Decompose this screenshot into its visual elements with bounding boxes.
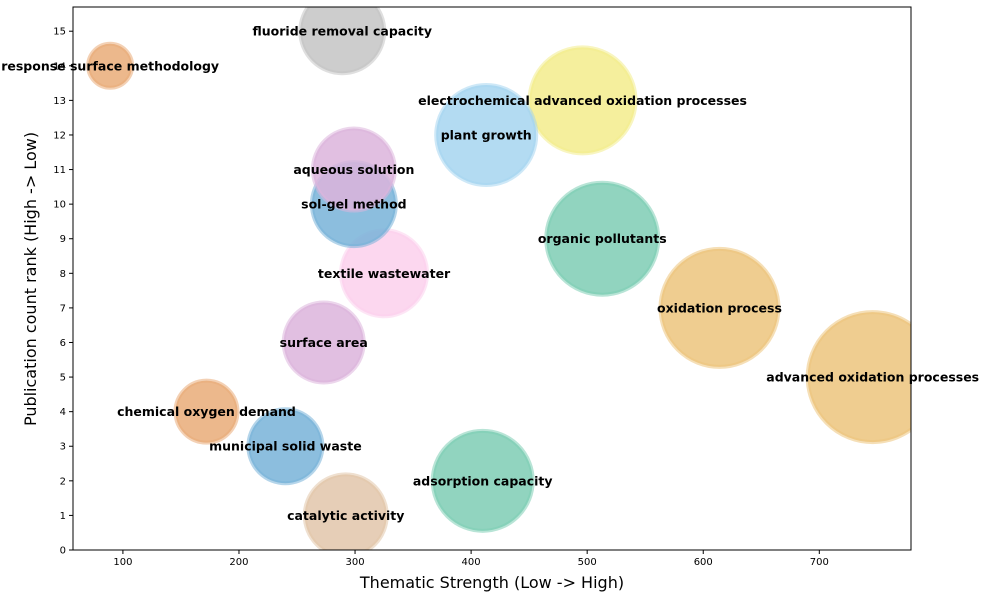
bubble-advanced-oxidation-processes [805, 310, 911, 445]
bubble-label-aqueous-solution: aqueous solution [293, 162, 414, 177]
bubble-electrochemical-advanced-oxidation-processes [527, 45, 638, 156]
bubble-label-fluoride-removal-capacity: fluoride removal capacity [253, 24, 433, 39]
bubble-fluoride-removal-capacity [298, 7, 387, 76]
bubble-label-catalytic-activity: catalytic activity [287, 508, 404, 523]
y-tick-label: 10 [53, 200, 66, 211]
x-tick-label: 400 [462, 557, 481, 568]
bubble-label-chemical-oxygen-demand: chemical oxygen demand [117, 404, 296, 419]
y-tick-label: 15 [53, 27, 66, 38]
bubble-adsorption-capacity [430, 428, 535, 533]
x-tick-label: 300 [345, 557, 364, 568]
bubble-label-organic-pollutants: organic pollutants [538, 231, 667, 246]
bubble-organic-pollutants [544, 180, 661, 297]
bubble-plant-growth [434, 82, 539, 187]
y-tick-label: 6 [60, 338, 66, 349]
y-tick-label: 12 [53, 130, 66, 141]
y-axis-label: Publication count rank (High -> Low) [21, 132, 40, 426]
y-tick-label: 4 [60, 407, 66, 418]
y-tick-label: 0 [60, 546, 66, 557]
bubble-label-sol-gel-method: sol-gel method [301, 197, 406, 212]
bubble-label-response-surface-methodology: response surface methodology [1, 58, 219, 73]
bubble-municipal-solid-waste [246, 407, 325, 486]
bubble-layer [86, 7, 911, 550]
x-tick-label: 200 [229, 557, 248, 568]
x-axis-ticks: 100 200 300 400 500 600 700 [113, 550, 829, 568]
bubble-response-surface-methodology [86, 41, 135, 90]
bubble-oxidation-process [658, 246, 781, 369]
x-tick-label: 100 [113, 557, 132, 568]
bubble-label-electrochemical-advanced-oxidation-processes: electrochemical advanced oxidation proce… [418, 93, 747, 108]
x-tick-label: 500 [578, 557, 597, 568]
bubble-catalytic-activity [302, 472, 389, 550]
x-tick-label: 600 [694, 557, 713, 568]
bubble-label-oxidation-process: oxidation process [657, 300, 782, 315]
y-tick-label: 3 [60, 442, 66, 453]
y-tick-label: 2 [60, 476, 66, 487]
bubble-label-advanced-oxidation-processes: advanced oxidation processes [766, 370, 979, 385]
bubble-surface-area [281, 300, 366, 385]
x-tick-label: 700 [810, 557, 829, 568]
plot-frame [72, 6, 912, 551]
y-tick-label: 9 [60, 234, 66, 245]
y-tick-label: 1 [60, 511, 66, 522]
y-tick-label: 14 [53, 61, 66, 72]
bubble-label-layer: advanced oxidation processes oxidation pr… [1, 24, 979, 523]
y-tick-label: 5 [60, 373, 66, 384]
bubble-aqueous-solution [310, 126, 397, 213]
bubble-label-municipal-solid-waste: municipal solid waste [209, 439, 362, 454]
y-tick-label: 7 [60, 303, 66, 314]
bubble-chemical-oxygen-demand [173, 378, 240, 445]
y-tick-label: 11 [53, 165, 66, 176]
bubble-label-plant-growth: plant growth [441, 127, 532, 142]
y-tick-label: 8 [60, 269, 66, 280]
bubble-label-textile-wastewater: textile wastewater [318, 266, 451, 281]
bubble-label-adsorption-capacity: adsorption capacity [413, 473, 553, 488]
x-axis-label: Thematic Strength (Low -> High) [359, 573, 624, 592]
bubble-label-surface-area: surface area [280, 335, 368, 350]
y-tick-label: 13 [53, 96, 66, 107]
